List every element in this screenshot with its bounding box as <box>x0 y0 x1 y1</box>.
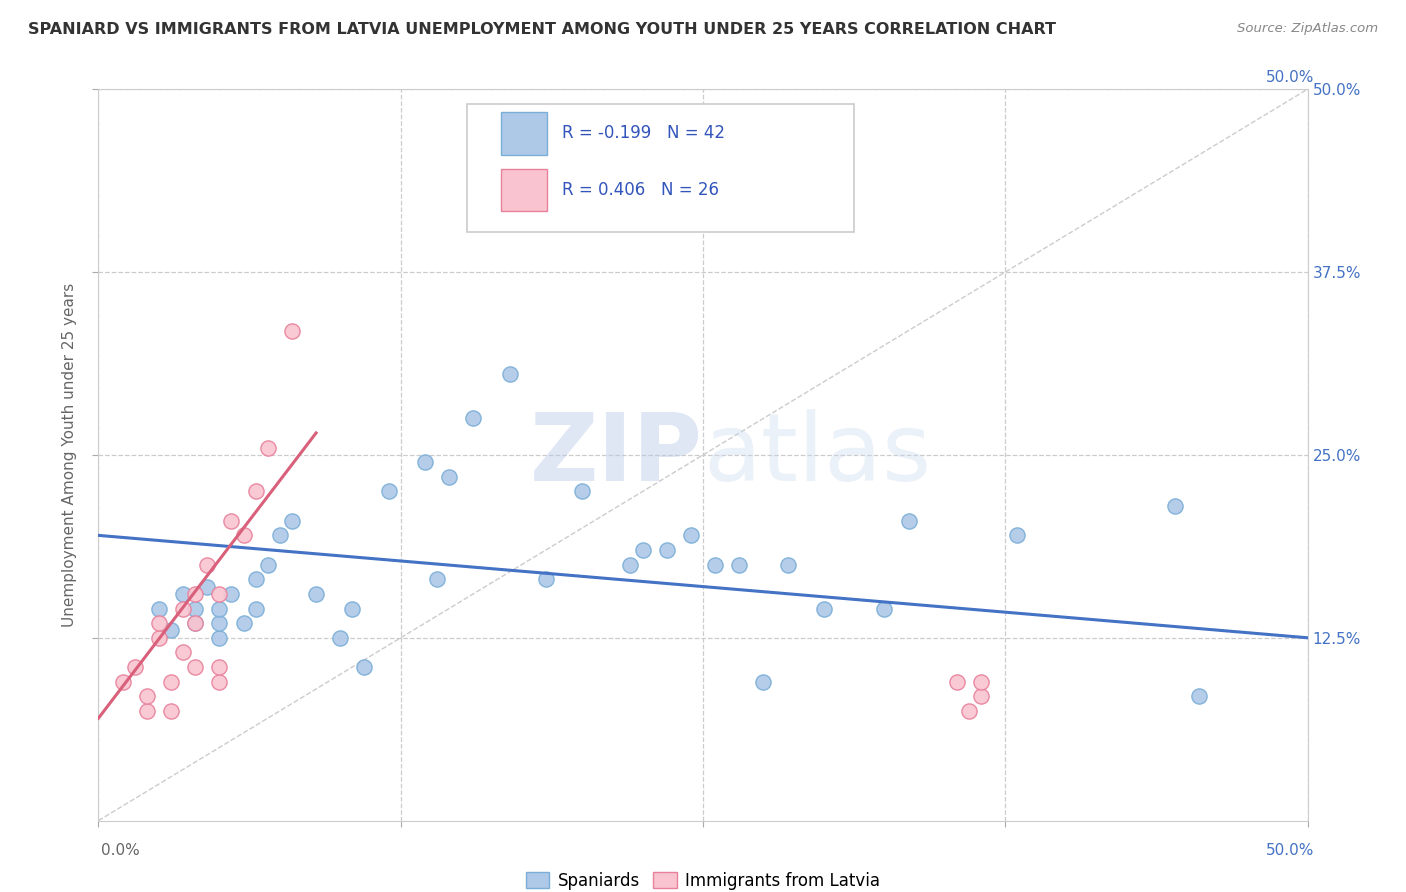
Y-axis label: Unemployment Among Youth under 25 years: Unemployment Among Youth under 25 years <box>62 283 77 627</box>
Point <box>208 674 231 689</box>
Point <box>970 674 993 689</box>
Point <box>111 674 134 689</box>
Point <box>269 528 291 542</box>
Point <box>245 601 267 615</box>
Point <box>208 587 231 601</box>
Point <box>184 660 207 674</box>
Point <box>897 514 920 528</box>
Point <box>221 587 243 601</box>
FancyBboxPatch shape <box>467 103 855 232</box>
Point <box>752 674 775 689</box>
Point <box>160 624 183 638</box>
Text: R = -0.199   N = 42: R = -0.199 N = 42 <box>561 125 724 143</box>
Point <box>208 631 231 645</box>
Point <box>221 514 243 528</box>
Point <box>148 616 170 631</box>
Point <box>160 704 183 718</box>
Point <box>970 690 993 704</box>
Point <box>208 616 231 631</box>
Point <box>172 645 194 659</box>
Point <box>329 631 352 645</box>
Point <box>728 558 751 572</box>
Text: ZIP: ZIP <box>530 409 703 501</box>
Point <box>195 558 218 572</box>
Point <box>160 674 183 689</box>
Point <box>631 543 654 558</box>
Point <box>655 543 678 558</box>
Point <box>208 660 231 674</box>
Point <box>281 324 304 338</box>
Point <box>1188 690 1211 704</box>
Point <box>957 704 980 718</box>
Text: atlas: atlas <box>703 409 931 501</box>
Text: 50.0%: 50.0% <box>1267 843 1315 858</box>
Point <box>704 558 727 572</box>
Text: 50.0%: 50.0% <box>1267 70 1315 85</box>
Point <box>463 411 485 425</box>
Point <box>172 587 194 601</box>
Point <box>245 572 267 586</box>
Point <box>124 660 146 674</box>
Text: Source: ZipAtlas.com: Source: ZipAtlas.com <box>1237 22 1378 36</box>
Text: 0.0%: 0.0% <box>101 843 141 858</box>
Point <box>232 616 254 631</box>
Legend: Spaniards, Immigrants from Latvia: Spaniards, Immigrants from Latvia <box>519 865 887 892</box>
Point <box>195 580 218 594</box>
Point <box>184 587 207 601</box>
Point <box>256 558 278 572</box>
Point <box>281 514 304 528</box>
Point <box>232 528 254 542</box>
Point <box>208 601 231 615</box>
Point <box>184 601 207 615</box>
Point <box>776 558 799 572</box>
Point <box>946 674 969 689</box>
Point <box>148 631 170 645</box>
Point <box>619 558 641 572</box>
Point <box>135 704 157 718</box>
Point <box>184 616 207 631</box>
Point <box>172 601 194 615</box>
Point <box>498 368 520 382</box>
FancyBboxPatch shape <box>501 112 547 154</box>
Point <box>353 660 375 674</box>
Point <box>571 484 593 499</box>
Point <box>305 587 328 601</box>
Text: SPANIARD VS IMMIGRANTS FROM LATVIA UNEMPLOYMENT AMONG YOUTH UNDER 25 YEARS CORRE: SPANIARD VS IMMIGRANTS FROM LATVIA UNEMP… <box>28 22 1056 37</box>
Point <box>256 441 278 455</box>
Point <box>184 616 207 631</box>
Point <box>813 601 835 615</box>
Text: R = 0.406   N = 26: R = 0.406 N = 26 <box>561 181 718 199</box>
Point <box>1163 499 1185 513</box>
Point <box>437 470 460 484</box>
Point <box>377 484 399 499</box>
Point <box>873 601 896 615</box>
Point <box>426 572 449 586</box>
Point <box>148 601 170 615</box>
Point <box>135 690 157 704</box>
Point <box>245 484 267 499</box>
Point <box>342 601 364 615</box>
Point <box>679 528 702 542</box>
Point <box>534 572 557 586</box>
Point <box>1007 528 1029 542</box>
Point <box>413 455 436 469</box>
FancyBboxPatch shape <box>501 169 547 211</box>
